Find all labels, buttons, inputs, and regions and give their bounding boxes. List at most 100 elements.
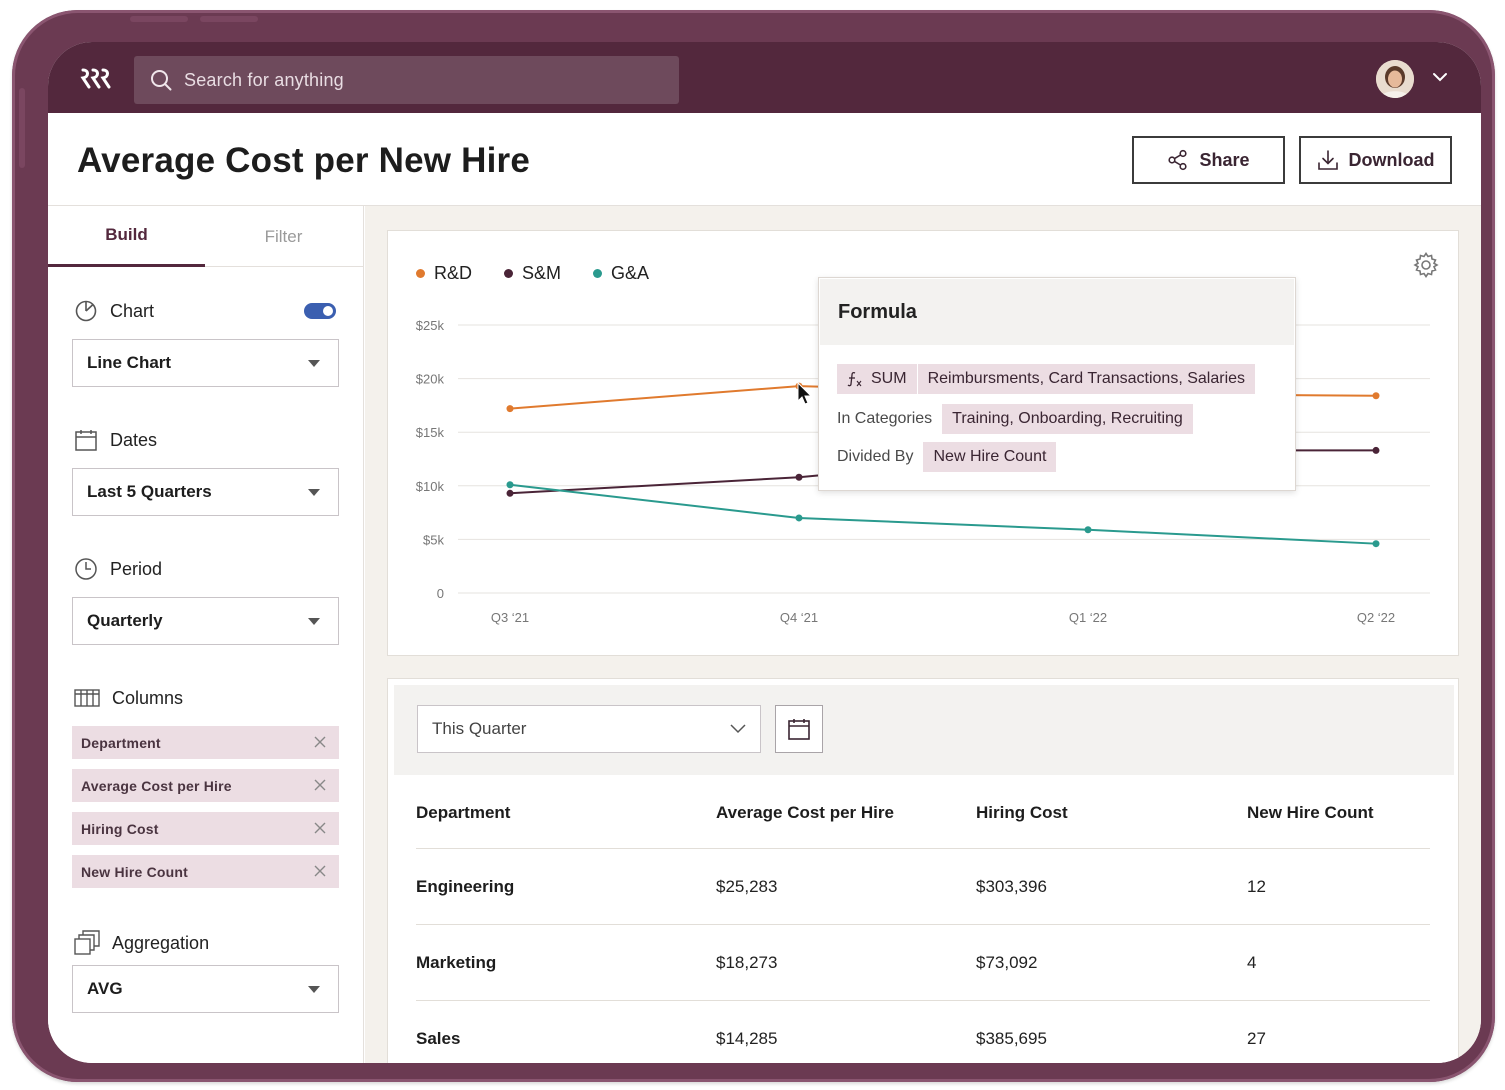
column-header-department[interactable]: Department [416,803,511,822]
logo-icon [80,68,111,89]
table-toolbar: This Quarter [394,685,1454,775]
chart-label: Chart [110,300,155,321]
formula-divided-label: Divided By [837,448,914,465]
data-point[interactable] [1372,446,1380,454]
aggregation-label: Aggregation [112,932,210,953]
dates-select[interactable]: Last 5 Quarters [72,468,339,516]
dates-value: Last 5 Quarters [87,482,212,501]
caret-down-icon [308,489,320,496]
gear-icon[interactable] [1412,251,1440,279]
aggregation-select[interactable]: AVG [72,965,339,1013]
column-chip[interactable]: Average Cost per Hire [72,769,339,802]
tab-filter[interactable]: Filter [264,226,303,246]
device-button [130,16,188,22]
divider [416,1000,1430,1001]
data-point[interactable] [506,405,514,413]
search-bar[interactable]: Search for anything [134,56,679,104]
chart-card: R&D S&M G&A [387,230,1459,656]
series-line [509,483,1377,545]
chart-type-select[interactable]: Line Chart [72,339,339,387]
period-select[interactable]: Quarterly [72,597,339,645]
table-cell: Engineering [416,877,515,896]
close-icon[interactable] [313,778,327,792]
avatar[interactable] [1376,60,1414,98]
table-cell: $18,273 [716,953,778,972]
quarter-select[interactable]: This Quarter [417,705,761,753]
close-icon[interactable] [313,735,327,749]
device-button [200,16,258,22]
aggregation-section-label: Aggregation [74,930,209,956]
x-tick-label: Q1 ‘22 [1069,610,1107,625]
table-cell: Sales [416,1029,461,1048]
data-point[interactable] [506,481,514,489]
clock-icon [75,558,97,580]
legend-label: R&D [434,263,473,283]
formula-divided-tag[interactable]: New Hire Count [923,442,1057,472]
build-sidebar: Build Filter Chart Line Chart [48,206,364,1063]
column-chip-label: New Hire Count [81,863,189,880]
formula-sum-row: SUM Reimbursments, Card Transactions, Sa… [837,364,1256,394]
download-button[interactable]: Download [1299,136,1452,184]
column-chip[interactable]: Department [72,726,339,759]
legend-item-ga[interactable]: G&A [593,263,649,284]
close-icon[interactable] [313,821,327,835]
data-point[interactable] [506,489,514,497]
column-header-new-hire-count[interactable]: New Hire Count [1247,803,1374,822]
data-point[interactable] [795,514,803,522]
share-button[interactable]: Share [1132,136,1285,184]
download-label: Download [1348,149,1435,170]
y-tick-label: $10k [416,479,445,494]
table-cell: $25,283 [716,877,778,896]
chart-toggle[interactable] [304,303,336,319]
share-label: Share [1199,149,1250,170]
tab-build[interactable]: Build [48,206,205,267]
formula-function: SUM [837,364,918,394]
calendar-button[interactable] [775,705,823,753]
table-cell: $385,695 [976,1029,1047,1048]
chart-section-label: Chart [74,299,154,323]
formula-categories-tag[interactable]: Training, Onboarding, Recruiting [942,404,1193,434]
divider [416,924,1430,925]
main-content: R&D S&M G&A [365,206,1481,1063]
chevron-down-icon[interactable] [1431,70,1449,84]
tablet-frame: Search for anything Average Cost per New… [12,10,1495,1082]
legend-item-rd[interactable]: R&D [416,263,472,284]
calendar-icon [788,719,810,740]
table-cell: $73,092 [976,953,1038,972]
legend-item-sm[interactable]: S&M [504,263,561,284]
data-point[interactable] [1372,540,1380,548]
mouse-cursor-icon [797,381,813,405]
period-label: Period [110,558,163,579]
formula-header: Formula [820,279,1294,345]
period-value: Quarterly [87,611,163,630]
aggregation-value: AVG [87,979,123,998]
period-section-label: Period [74,557,162,581]
calendar-icon [75,430,97,451]
y-tick-label: $25k [416,318,445,333]
column-chip[interactable]: New Hire Count [72,855,339,888]
search-input[interactable]: Search for anything [184,69,344,90]
device-side-button [19,88,25,168]
caret-down-icon [308,360,320,367]
columns-icon [74,689,100,707]
table-cell: 12 [1247,877,1266,896]
formula-sum-tag[interactable]: SUM Reimbursments, Card Transactions, Sa… [837,364,1256,394]
download-icon [1317,150,1338,170]
table-cell: $14,285 [716,1029,778,1048]
columns-label: Columns [112,687,184,708]
close-icon[interactable] [313,864,327,878]
data-point[interactable] [1372,392,1380,400]
column-header-average-cost[interactable]: Average Cost per Hire [716,803,894,822]
layers-icon [74,930,100,955]
column-header-hiring-cost[interactable]: Hiring Cost [976,803,1068,822]
legend-dot [593,269,603,278]
legend-label: G&A [611,263,650,283]
column-chip[interactable]: Hiring Cost [72,812,339,845]
page-header: Average Cost per New Hire Share Download [48,113,1481,206]
column-chip-label: Hiring Cost [81,820,159,837]
formula-divided-row: Divided By New Hire Count [837,442,1057,472]
data-point[interactable] [1084,526,1092,534]
table-card: This Quarter Depar [387,678,1459,1063]
caret-down-icon [308,986,320,993]
data-point[interactable] [795,473,803,481]
